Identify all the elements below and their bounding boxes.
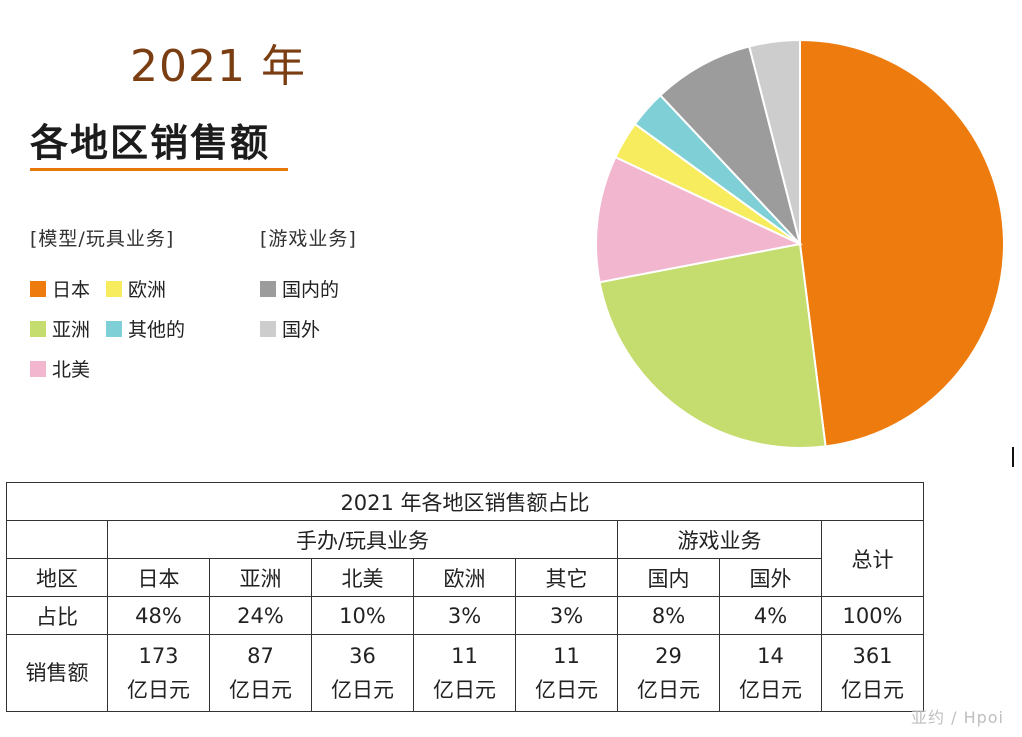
legend-item-north-america: 北美: [30, 355, 90, 382]
pie-slice-5: [658, 45, 801, 245]
sales-value: 173: [138, 644, 179, 668]
table-cell-sales: 11 亿日元: [515, 634, 618, 712]
table-region-row: 地区 日本 亚洲 北美 欧洲 其它 国内 国外: [6, 558, 924, 597]
table-cell-share: 48%: [107, 596, 210, 635]
table-cell-share: 3%: [515, 596, 618, 635]
table-cell-empty: [6, 520, 108, 559]
table-row-header-sales: 销售额: [6, 634, 108, 712]
table-cell-share: 24%: [209, 596, 312, 635]
sales-value: 36: [349, 644, 376, 668]
legend-swatch: [30, 280, 46, 297]
legend-swatch: [260, 280, 276, 297]
table-cell-region: 北美: [311, 558, 414, 597]
table-total-header: 总计: [821, 520, 924, 597]
legend-label: 国内的: [282, 279, 340, 301]
pie-slice-2: [595, 155, 804, 284]
pie-chart: [595, 38, 1005, 449]
pie-slice-1: [598, 242, 827, 449]
table-cell-region: 亚洲: [209, 558, 312, 597]
table-cell-region: 其它: [515, 558, 618, 597]
table-cell-share: 3%: [413, 596, 516, 635]
table-caption: 2021 年各地区销售额占比: [6, 482, 924, 521]
sales-value: 361: [852, 644, 893, 668]
table-cell-region: 国内: [617, 558, 720, 597]
sales-unit: 亿日元: [535, 678, 598, 702]
table-cell-share: 10%: [311, 596, 414, 635]
sales-unit: 亿日元: [739, 678, 802, 702]
table-cell-sales: 29 亿日元: [617, 634, 720, 712]
legend-swatch: [30, 320, 46, 337]
table-cell-share: 8%: [617, 596, 720, 635]
table-row-header-region: 地区: [6, 558, 108, 597]
pie-slice-0: [799, 38, 1005, 448]
table-group-games: 游戏业务: [617, 520, 822, 559]
table-cell-region: 国外: [719, 558, 822, 597]
legend-item-domestic: 国内的: [260, 275, 339, 302]
sales-value: 87: [247, 644, 274, 668]
sales-value: 11: [553, 644, 580, 668]
legend-label: 北美: [52, 359, 91, 381]
legend-label: 欧洲: [128, 279, 167, 301]
legend-group-toys: [模型/玩具业务]: [30, 228, 175, 250]
sales-unit: 亿日元: [331, 678, 394, 702]
sales-table: 2021 年各地区销售额占比 手办/玩具业务 游戏业务 总计 地区 日本 亚洲 …: [6, 482, 924, 712]
table-cell-sales: 14 亿日元: [719, 634, 822, 712]
sales-unit: 亿日元: [127, 678, 190, 702]
sales-value: 14: [757, 644, 784, 668]
table-cell-region: 日本: [107, 558, 210, 597]
table-cell-sales: 173 亿日元: [107, 634, 210, 712]
pie-slice-6: [748, 38, 801, 245]
table-cell-sales: 87 亿日元: [209, 634, 312, 712]
table-group-row: 手办/玩具业务 游戏业务 总计: [6, 520, 924, 597]
table-cell-sales: 11 亿日元: [413, 634, 516, 712]
sales-unit: 亿日元: [637, 678, 700, 702]
legend-label: 日本: [52, 279, 91, 301]
legend-item-overseas: 国外: [260, 315, 320, 342]
legend-label: 其他的: [128, 319, 186, 341]
sales-unit: 亿日元: [841, 678, 904, 702]
title-underline: [30, 168, 288, 171]
legend-group-games: [游戏业务]: [260, 228, 357, 250]
table-row-header-share: 占比: [6, 596, 108, 635]
table-caption-row: 2021 年各地区销售额占比: [6, 482, 924, 521]
table-cell-region: 欧洲: [413, 558, 516, 597]
table-cell-sales: 36 亿日元: [311, 634, 414, 712]
legend-swatch: [260, 320, 276, 337]
text-cursor: [1012, 447, 1014, 467]
table-sales-row: 销售额 173 亿日元 87 亿日元 36 亿日元 11 亿日元 11 亿日元 29 亿日元…: [6, 634, 924, 712]
table-cell-total-share: 100%: [821, 596, 924, 635]
legend-label: 国外: [282, 319, 321, 341]
sales-value: 29: [655, 644, 682, 668]
year-heading: 2021 年: [130, 41, 306, 92]
legend-item-japan: 日本: [30, 275, 90, 302]
legend-item-asia: 亚洲: [30, 315, 90, 342]
table-group-toys: 手办/玩具业务: [107, 520, 618, 559]
table-cell-total-sales: 361 亿日元: [821, 634, 924, 712]
page-title: 各地区销售额: [30, 121, 271, 165]
legend-label: 亚洲: [52, 319, 91, 341]
legend-swatch: [30, 360, 46, 377]
watermark: 亚约 / Hpoi: [911, 708, 1004, 727]
legend-item-europe: 欧洲: [106, 275, 166, 302]
legend-swatch: [106, 280, 122, 297]
legend-swatch: [106, 320, 122, 337]
legend-item-other: 其他的: [106, 315, 185, 342]
table-cell-share: 4%: [719, 596, 822, 635]
sales-unit: 亿日元: [229, 678, 292, 702]
sales-value: 11: [451, 644, 478, 668]
table-share-row: 占比 48% 24% 10% 3% 3% 8% 4% 100%: [6, 596, 924, 635]
sales-unit: 亿日元: [433, 678, 496, 702]
